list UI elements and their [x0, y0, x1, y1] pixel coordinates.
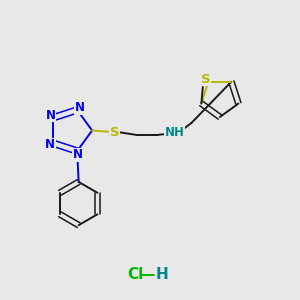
Text: —: —	[139, 267, 155, 282]
Text: NH: NH	[165, 125, 184, 139]
Text: N: N	[75, 101, 85, 114]
Text: S: S	[201, 73, 210, 86]
Text: N: N	[73, 148, 83, 161]
Text: Cl: Cl	[128, 267, 144, 282]
Text: H: H	[156, 267, 168, 282]
Text: N: N	[46, 109, 56, 122]
Text: N: N	[45, 138, 55, 151]
Text: S: S	[110, 125, 119, 139]
